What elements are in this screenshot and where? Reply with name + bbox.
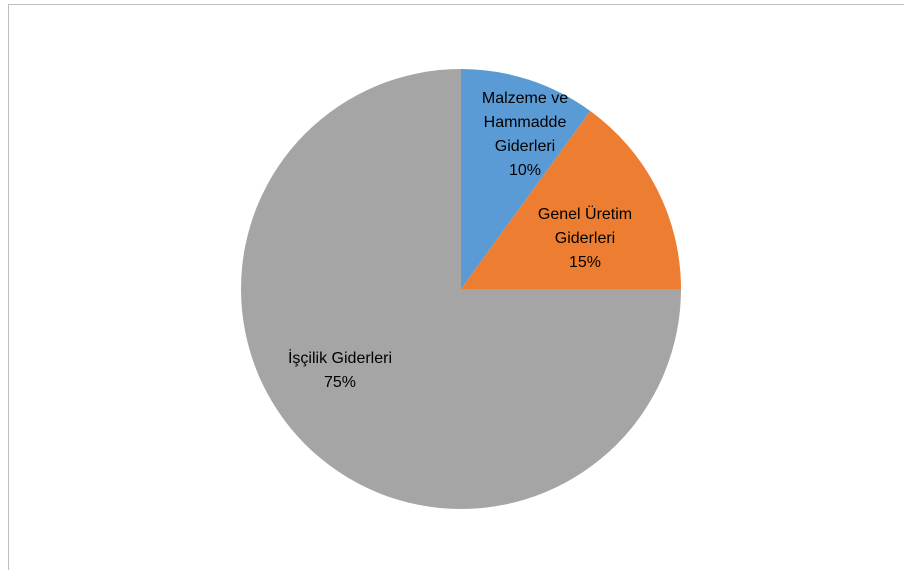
pie-slice-3: [241, 69, 681, 509]
slice-percent-label: 10%: [509, 162, 541, 179]
slice-category-label: Hammadde: [484, 114, 567, 131]
slice-category-label: Giderleri: [495, 138, 555, 155]
pie-slice-1: [461, 69, 591, 289]
slice-category-label: Malzeme ve: [482, 90, 568, 107]
slice-category-label: Giderleri: [555, 230, 615, 247]
slice-category-label: İşçilik Giderleri: [288, 348, 392, 367]
pie-slices: [241, 69, 681, 509]
slice-percent-label: 75%: [324, 374, 356, 391]
slice-percent-label: 15%: [569, 254, 601, 271]
pie-slice-label-1: Malzeme ve Hammadde Giderleri 10%: [482, 90, 568, 179]
pie-slice-2: [461, 111, 681, 290]
slice-category-label: Genel Üretim: [538, 205, 632, 223]
pie-labels: Malzeme ve Hammadde Giderleri 10% Genel Üret…: [288, 90, 632, 391]
pie-slice-label-3: İşçilik Giderleri 75%: [288, 348, 392, 391]
pie-slice-label-2: Genel Üretim Giderleri 15%: [538, 205, 632, 271]
